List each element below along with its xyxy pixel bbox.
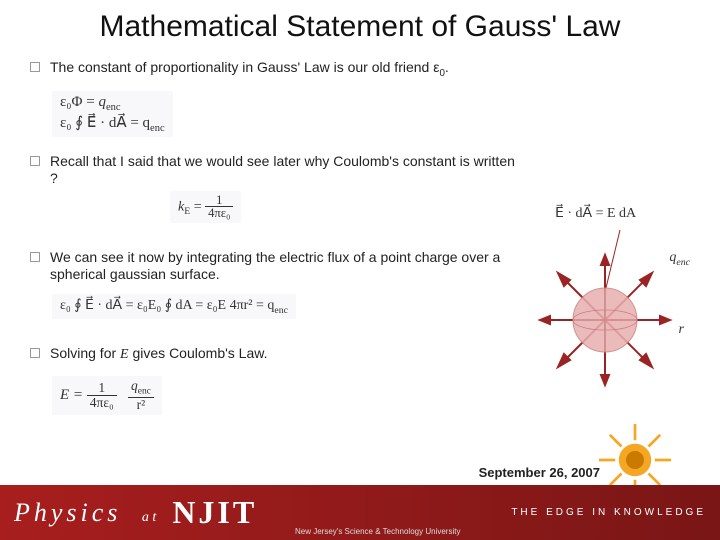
slide-title: Mathematical Statement of Gauss' Law (30, 10, 690, 45)
eq4-num2: qenc (128, 379, 154, 398)
footer-physics-label: Physics a t (14, 498, 156, 528)
eq1a-sub: enc (106, 102, 121, 113)
k-den: 4πε₀ (205, 207, 233, 220)
equation-3: ε₀ ∮ E⃗ · dA⃗ = ε₀E₀ ∮ dA = ε₀E 4πr² = q… (52, 294, 296, 319)
eq1-line2: ε₀ ∮ E⃗ · dA⃗ = qenc (60, 113, 165, 134)
eq4-den1: 4πε₀ (87, 396, 117, 410)
diagram-svg (520, 210, 690, 410)
bullet-1-main: The constant of proportionality in Gauss… (50, 59, 439, 75)
bullet-4-text: Solving for E gives Coulomb's Law. (50, 345, 520, 364)
slide-container: Mathematical Statement of Gauss' Law The… (0, 0, 720, 540)
k-eq: = (190, 199, 205, 214)
r-label: r (679, 322, 684, 338)
footer-njit-label: NJIT (172, 494, 257, 531)
footer-subtitle: New Jersey's Science & Technology Univer… (295, 527, 460, 536)
bullet-4: Solving for E gives Coulomb's Law. (30, 345, 520, 364)
bullet-4-pre: Solving for (50, 345, 120, 361)
bullet-3: We can see it now by integrating the ele… (30, 249, 520, 283)
eq4-num1: 1 (87, 381, 117, 396)
eq1b-sub: enc (150, 123, 165, 134)
eq1-line1: ε₀Φ = qenc (60, 94, 165, 113)
eq4-frac1: 1 4πε₀ (87, 381, 117, 409)
bullet-4-E: E (120, 347, 129, 362)
eq3-sub: enc (274, 305, 288, 316)
bullet-1-tail: . (445, 59, 449, 75)
footer-at-text: a t (142, 510, 156, 525)
bullet-4-post: gives Coulomb's Law. (129, 345, 268, 361)
bullet-marker-icon (30, 252, 40, 262)
eq1a-rhs: q (98, 94, 106, 110)
bullet-marker-icon (30, 348, 40, 358)
eq4-num2-sub: enc (138, 387, 151, 397)
eq4-lhs: E = (60, 387, 87, 403)
bullet-3-text: We can see it now by integrating the ele… (50, 249, 520, 283)
vec-equation-label: E⃗ · dA⃗ = E dA (555, 205, 636, 222)
bullet-marker-icon (30, 156, 40, 166)
equation-k: kE = 1 4πε₀ (170, 191, 241, 223)
bullet-2-text: Recall that I said that we would see lat… (50, 153, 520, 187)
bullet-marker-icon (30, 62, 40, 72)
k-num: 1 (205, 194, 233, 208)
eq4-frac2: qenc r² (128, 379, 154, 412)
slide-date: September 26, 2007 (479, 465, 600, 480)
eq1b-main: ε₀ ∮ E⃗ · dA⃗ = q (60, 115, 150, 131)
eq3-main: ε₀ ∮ E⃗ · dA⃗ = ε₀E₀ ∮ dA = ε₀E 4πr² = q (60, 298, 274, 313)
eq4-num2-q: q (131, 378, 138, 393)
bullet-1-text: The constant of proportionality in Gauss… (50, 59, 520, 80)
equation-1: ε₀Φ = qenc ε₀ ∮ E⃗ · dA⃗ = qenc (52, 91, 173, 137)
q-label-sub: enc (676, 257, 690, 268)
eq1a-lhs: ε₀Φ = (60, 94, 98, 110)
bullet-2: Recall that I said that we would see lat… (30, 153, 520, 187)
gaussian-sphere-diagram: E⃗ · dA⃗ = E dA qenc (520, 210, 690, 410)
footer-bar: Physics a t NJIT New Jersey's Science & … (0, 485, 720, 540)
eq4-den2: r² (128, 398, 154, 412)
equation-4: E = 1 4πε₀ qenc r² (52, 376, 162, 415)
q-enc-label: qenc (669, 250, 690, 268)
footer-physics-text: Physics (14, 498, 121, 527)
footer-edge-label: THE EDGE IN KNOWLEDGE (511, 507, 706, 518)
bullet-1: The constant of proportionality in Gauss… (30, 59, 520, 80)
k-frac: 1 4πε₀ (205, 194, 233, 220)
